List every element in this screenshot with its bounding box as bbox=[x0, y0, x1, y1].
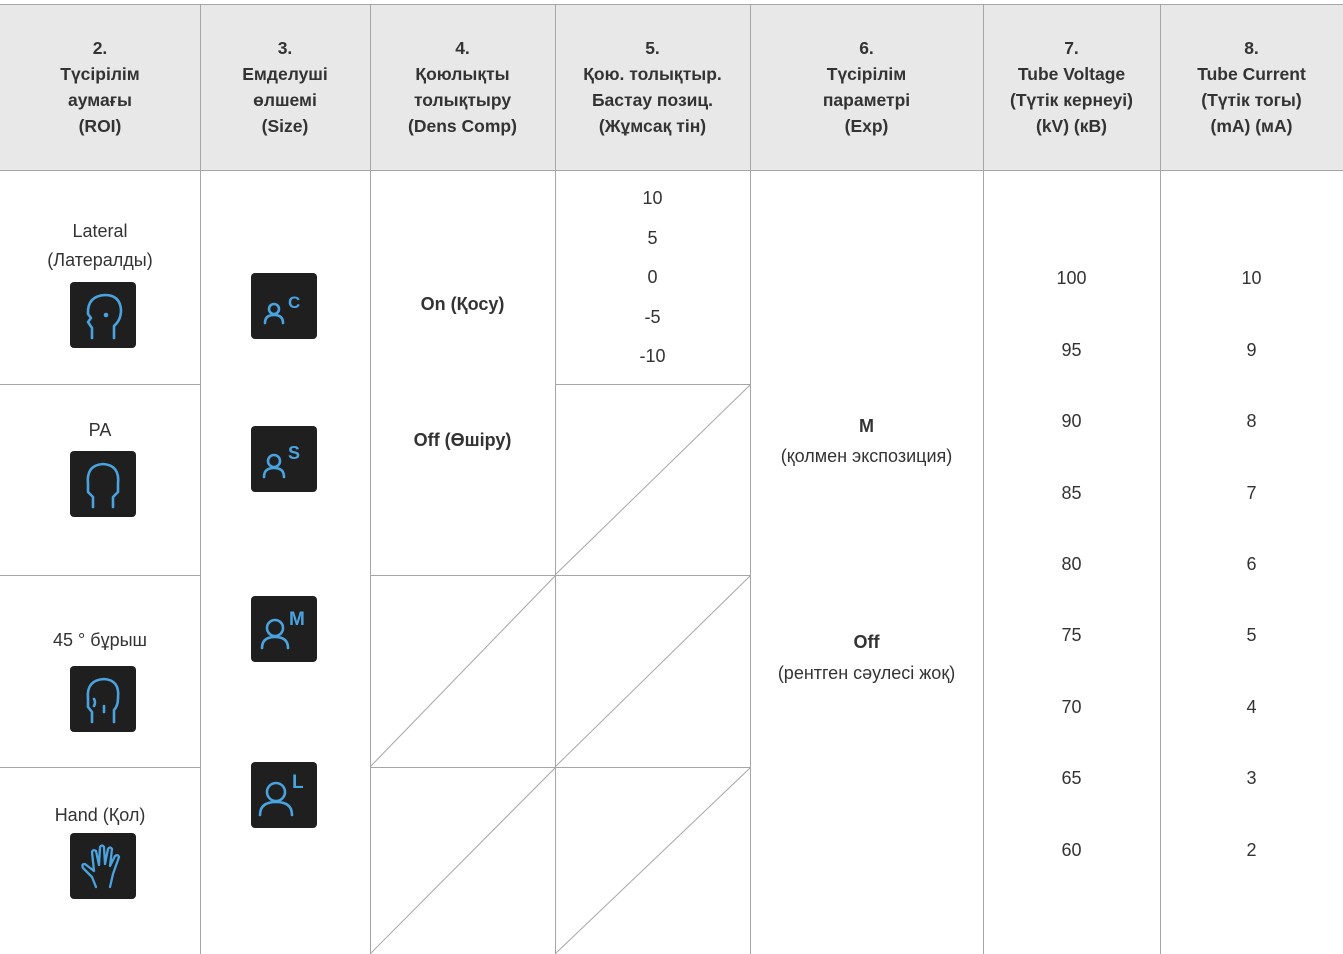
tube-current-value: 6 bbox=[1246, 554, 1257, 574]
tube-voltage-value: 100 bbox=[1056, 268, 1087, 288]
tube-voltage-value: 60 bbox=[1061, 840, 1082, 860]
header-line: Бастау позиц. bbox=[591, 90, 714, 110]
header-number: 2. bbox=[92, 38, 108, 58]
tube-voltage-value: 75 bbox=[1061, 625, 1082, 645]
roi-45-angle-label: 45 ° бұрыш bbox=[53, 630, 147, 650]
tube-current-value: 9 bbox=[1246, 340, 1257, 360]
header-number: 4. bbox=[455, 38, 470, 58]
header-line: (Жұмсақ тін) bbox=[598, 116, 707, 136]
header-line: (ROI) bbox=[78, 116, 122, 136]
tube-current-value: 2 bbox=[1246, 840, 1257, 860]
soft-tissue-value: 10 bbox=[642, 188, 663, 208]
not-applicable-slash bbox=[369, 767, 556, 954]
header-line: толықтыру bbox=[413, 90, 512, 110]
tube-current-value: 7 bbox=[1246, 483, 1257, 503]
exposure-manual-title: M bbox=[859, 416, 874, 436]
tube-voltage-value: 80 bbox=[1061, 554, 1082, 574]
header-number: 6. bbox=[859, 38, 874, 58]
dens-comp-off: Off (Өшіру) bbox=[413, 430, 512, 450]
roi-lateral-label: Lateral bbox=[72, 221, 128, 241]
header-number: 5. bbox=[645, 38, 660, 58]
patient-size-medium-icon: M bbox=[251, 596, 317, 662]
soft-tissue-value: 5 bbox=[647, 228, 658, 248]
header-line: (Size) bbox=[261, 116, 309, 136]
lateral-head-icon bbox=[70, 282, 136, 348]
header-number: 8. bbox=[1244, 38, 1259, 58]
soft-tissue-value: 0 bbox=[647, 267, 658, 287]
not-applicable-slash bbox=[554, 767, 751, 954]
patient-size-large-icon: L bbox=[251, 762, 317, 828]
size-letter: C bbox=[288, 293, 300, 312]
tube-current-value: 8 bbox=[1246, 411, 1257, 431]
dens-comp-on: On (Қосу) bbox=[420, 294, 505, 314]
header-line: (Түтік кернеуі) bbox=[1010, 90, 1133, 110]
header-line: (Түтік тогы) bbox=[1201, 90, 1302, 110]
header-tube-voltage: 7. Tube Voltage (Түтік кернеуі) (kV) (кВ… bbox=[983, 4, 1160, 170]
soft-tissue-value: -10 bbox=[639, 346, 666, 366]
tube-voltage-value: 95 bbox=[1061, 340, 1082, 360]
header-line: Түсірілім bbox=[60, 64, 140, 84]
header-line: (Dens Comp) bbox=[408, 116, 517, 136]
patient-size-child-icon: C bbox=[251, 273, 317, 339]
header-dens-comp: 4. Қоюлықты толықтыру (Dens Comp) bbox=[370, 4, 555, 170]
header-line: (mA) (мА) bbox=[1210, 116, 1293, 136]
exposure-off-title: Off bbox=[853, 632, 880, 652]
header-line: Түсірілім bbox=[826, 64, 907, 84]
tube-current-value: 4 bbox=[1246, 697, 1257, 717]
table-header-band bbox=[0, 4, 1343, 170]
angle-45-head-icon bbox=[70, 666, 136, 732]
header-soft-tissue: 5. Қою. толықтыр. Бастау позиц. (Жұмсақ … bbox=[555, 4, 750, 170]
tube-voltage-value: 65 bbox=[1061, 768, 1082, 788]
roi-lateral-sublabel: (Латералды) bbox=[47, 250, 153, 270]
exposure-manual-desc: (қолмен экспозиция) bbox=[780, 446, 953, 466]
header-number: 7. bbox=[1064, 38, 1079, 58]
header-line: өлшемі bbox=[253, 90, 317, 110]
not-applicable-slash bbox=[369, 575, 556, 768]
header-exposure: 6. Түсірілім параметрі (Exp) bbox=[750, 4, 983, 170]
exposure-off-desc: (рентген сәулесі жоқ) bbox=[777, 663, 956, 683]
hand-icon bbox=[70, 833, 136, 899]
header-line: Tube Current bbox=[1197, 64, 1306, 84]
header-line: Tube Voltage bbox=[1017, 64, 1126, 84]
tube-current-value: 10 bbox=[1241, 268, 1262, 288]
roi-pa-label: PA bbox=[88, 420, 112, 440]
pa-head-icon bbox=[70, 451, 136, 517]
tube-voltage-value: 90 bbox=[1061, 411, 1082, 431]
header-number: 3. bbox=[277, 38, 293, 58]
tube-current-value: 5 bbox=[1246, 625, 1257, 645]
header-line: параметрі bbox=[822, 90, 911, 110]
roi-hand-label: Hand (Қол) bbox=[54, 805, 146, 825]
header-size: 3. Емделуші өлшемі (Size) bbox=[200, 4, 370, 170]
tube-current-value: 3 bbox=[1246, 768, 1257, 788]
header-line: (Exp) bbox=[844, 116, 889, 136]
header-line: Емделуші bbox=[242, 64, 328, 84]
header-line: аумағы bbox=[68, 90, 132, 110]
header-roi: 2. Түсірілім аумағы (ROI) bbox=[0, 4, 200, 170]
tube-voltage-value: 70 bbox=[1061, 697, 1082, 717]
size-letter: L bbox=[292, 772, 304, 793]
patient-size-small-icon: S bbox=[251, 426, 317, 492]
not-applicable-slash bbox=[554, 384, 751, 576]
tube-voltage-value: 85 bbox=[1061, 483, 1082, 503]
header-line: Қою. толықтыр. bbox=[583, 64, 722, 84]
not-applicable-slash bbox=[554, 575, 751, 768]
soft-tissue-value: -5 bbox=[644, 307, 661, 327]
size-letter: S bbox=[288, 443, 300, 463]
header-line: Қоюлықты bbox=[415, 64, 510, 84]
size-letter: M bbox=[289, 609, 305, 630]
header-line: (kV) (кВ) bbox=[1036, 116, 1107, 136]
header-tube-current: 8. Tube Current (Түтік тогы) (mA) (мА) bbox=[1160, 4, 1343, 170]
